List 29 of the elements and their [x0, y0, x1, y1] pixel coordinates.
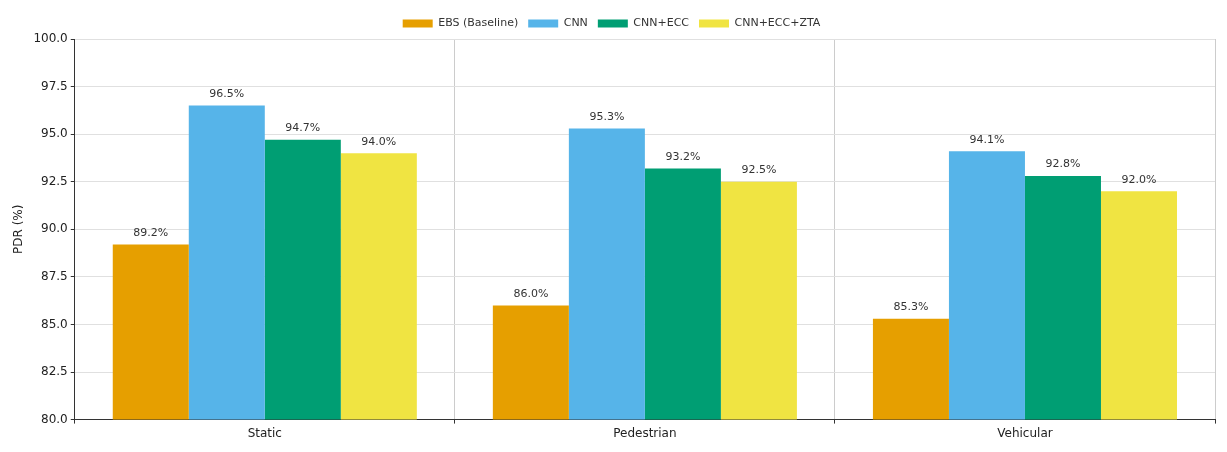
y-axis-title: PDR (%): [11, 204, 26, 254]
data-label: 89.2%: [133, 225, 169, 239]
y-tick-label: 100.0: [33, 31, 68, 46]
x-tick-label: Pedestrian: [613, 425, 677, 440]
legend-label: EBS (Baseline): [438, 16, 519, 30]
legend-label: CNN+ECC: [633, 16, 690, 30]
data-label: 94.7%: [285, 121, 321, 135]
legend-label: CNN: [563, 16, 588, 30]
data-label: 92.8%: [1045, 157, 1081, 171]
data-label: 93.2%: [665, 149, 701, 163]
data-label: 94.0%: [361, 134, 397, 148]
y-tick-label: 80.0: [41, 411, 68, 426]
data-label: 92.5%: [741, 163, 777, 177]
x-tick-label: Static: [247, 425, 282, 440]
data-label: 92.0%: [1121, 172, 1157, 186]
y-tick-label: 97.5: [41, 78, 68, 93]
data-label: 86.0%: [513, 286, 549, 300]
y-tick-label: 87.5: [41, 269, 68, 283]
y-tick-label: 82.5: [41, 364, 68, 379]
x-tick-label: Vehicular: [997, 425, 1053, 440]
legend-label: CNN+ECC+ZTA: [734, 16, 821, 30]
y-tick-label: 92.5: [41, 173, 68, 188]
y-tick-label: 90.0: [41, 221, 68, 236]
y-tick-label: 85.0: [41, 316, 68, 331]
data-label: 94.1%: [969, 132, 1005, 146]
y-tick-label: 95.0: [41, 126, 68, 141]
data-label: 85.3%: [893, 300, 929, 314]
data-label: 96.5%: [209, 86, 245, 100]
data-label: 95.3%: [589, 109, 625, 123]
